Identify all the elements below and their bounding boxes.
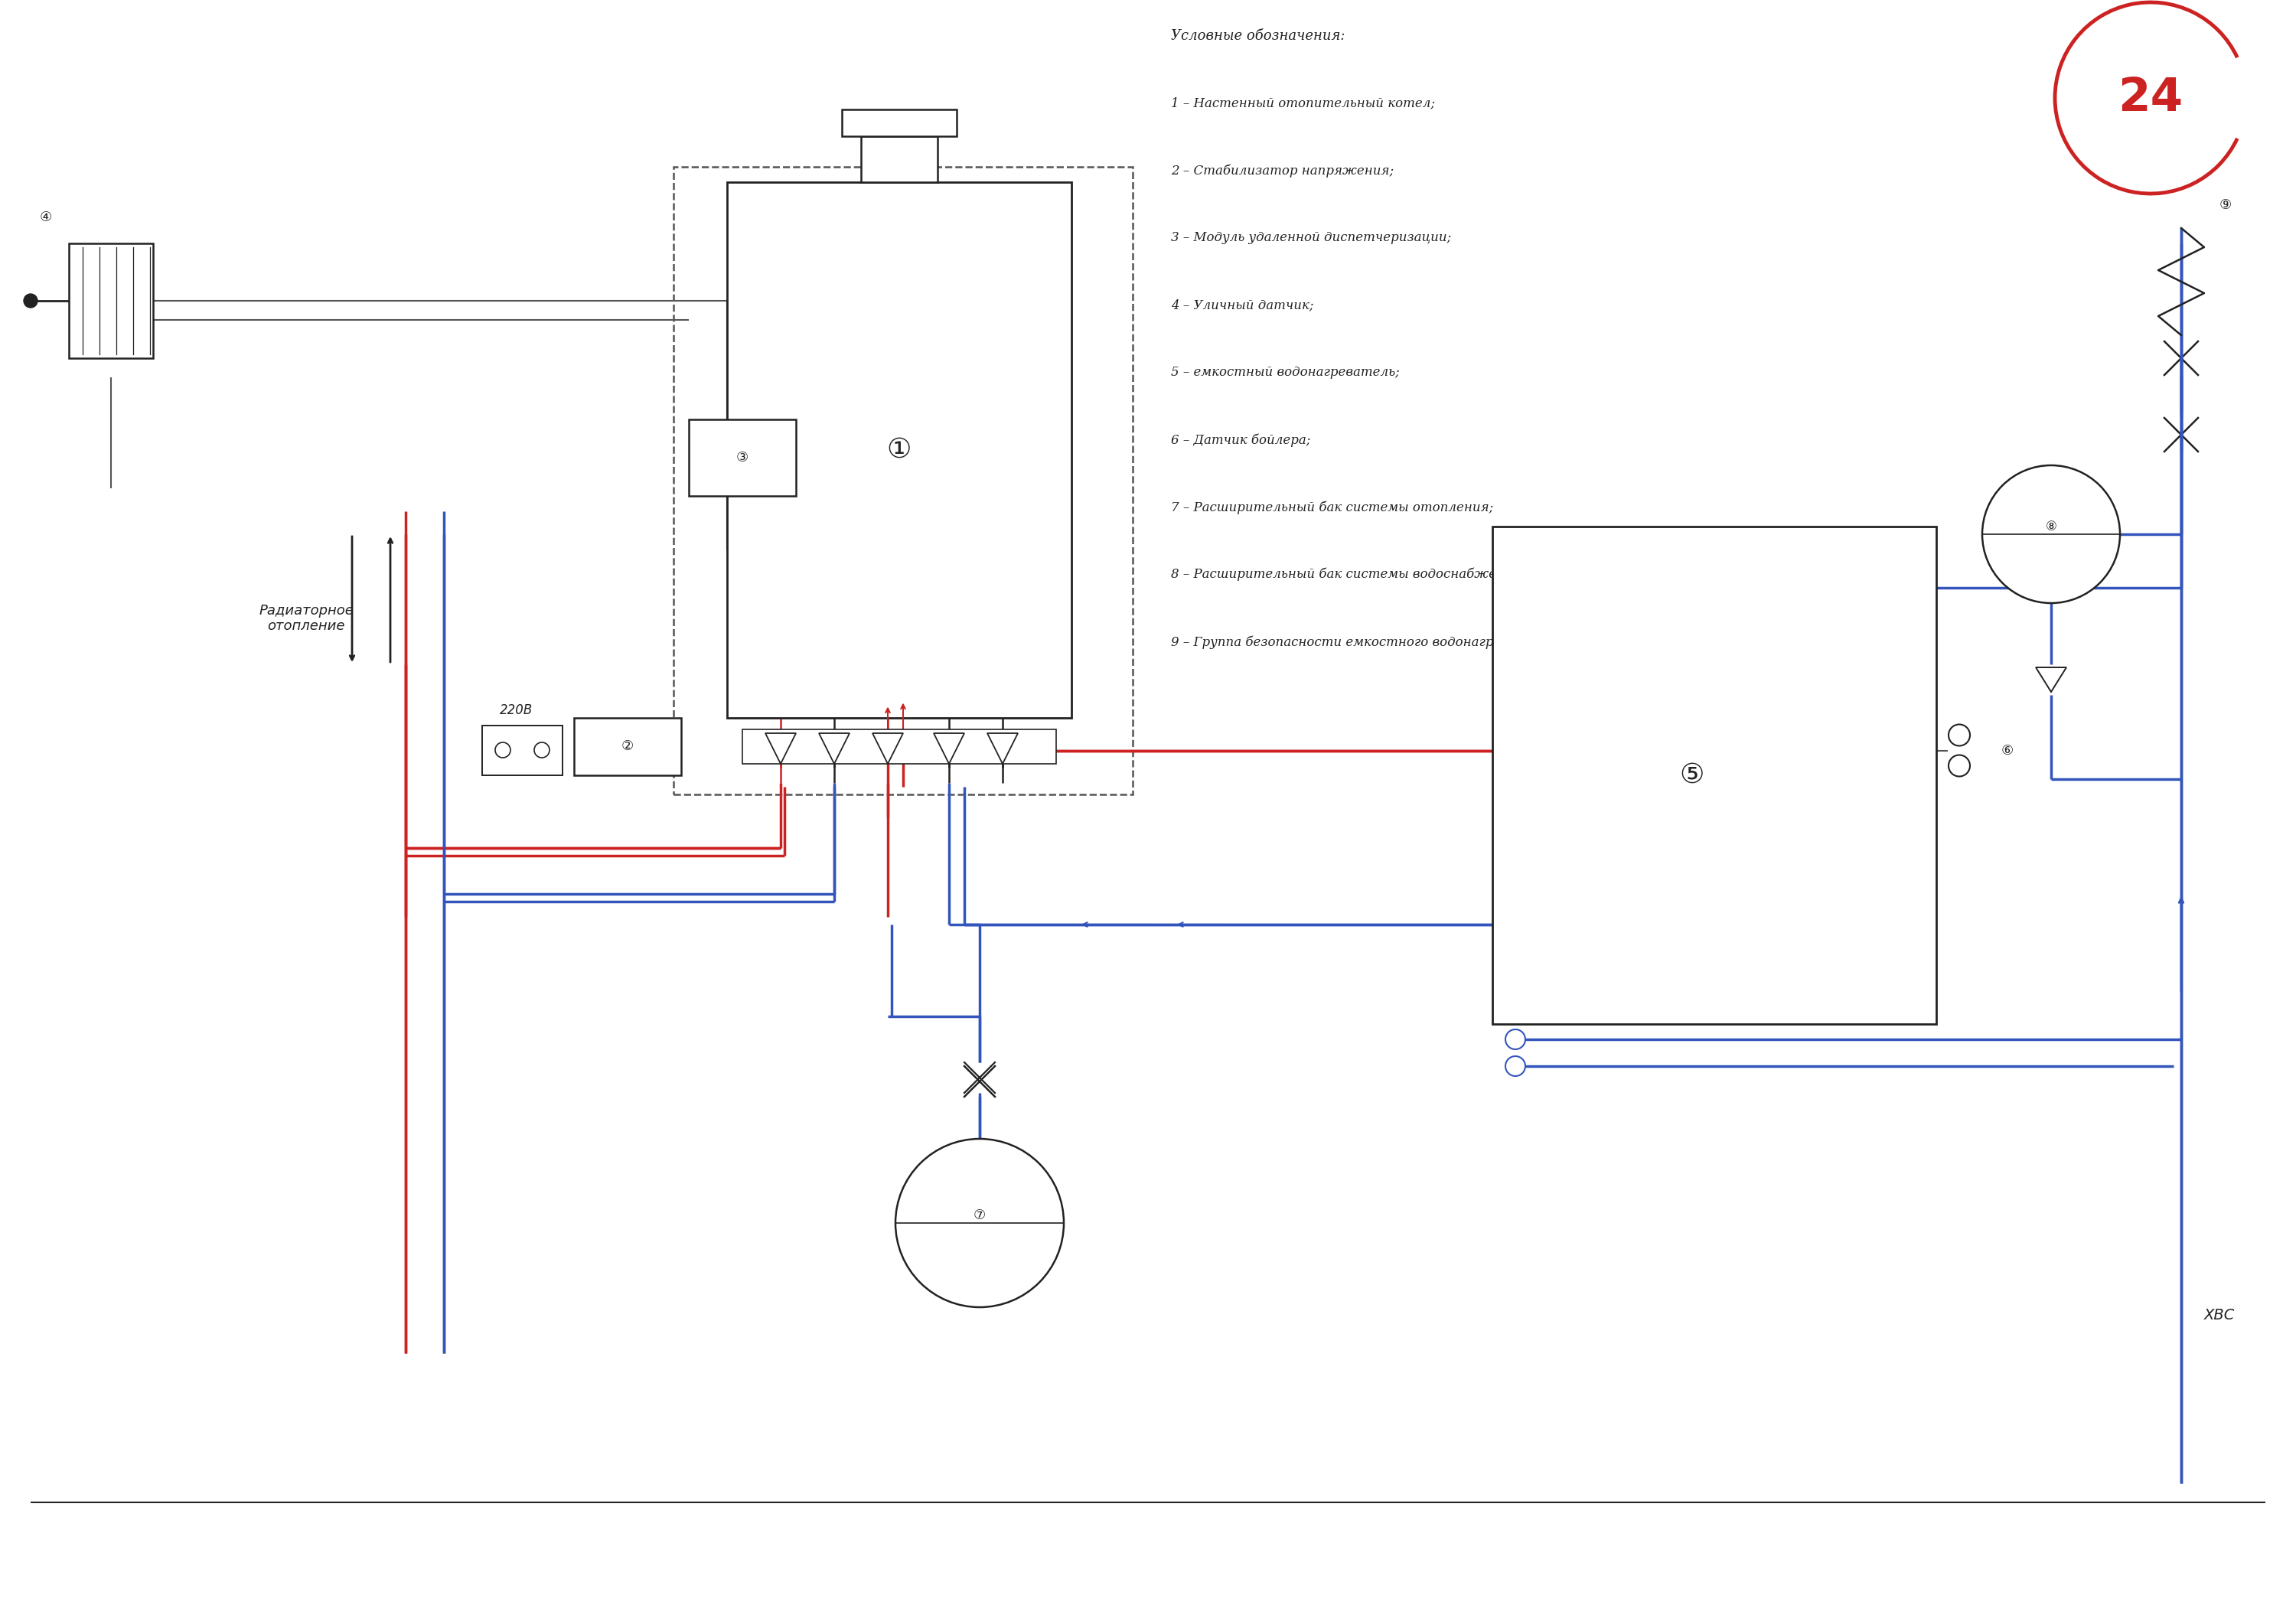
Text: 24: 24 (2117, 76, 2183, 120)
Circle shape (1949, 755, 1970, 776)
Polygon shape (934, 733, 964, 763)
Text: 1 – Настенный отопительный котел;: 1 – Настенный отопительный котел; (1171, 96, 1435, 110)
Bar (574, 718, 682, 775)
Text: ③: ③ (737, 451, 748, 465)
Circle shape (1506, 1029, 1525, 1049)
Circle shape (496, 742, 510, 757)
Polygon shape (820, 733, 850, 763)
Circle shape (535, 742, 549, 757)
Text: ХВС: ХВС (2204, 1308, 2234, 1323)
Bar (1492, 527, 1936, 1024)
Polygon shape (872, 733, 902, 763)
Bar (673, 167, 1132, 794)
Text: 2 – Стабилизатор напряжения;: 2 – Стабилизатор напряжения; (1171, 164, 1394, 177)
Text: ⑦: ⑦ (974, 1209, 985, 1222)
Text: 7 – Расширительный бак системы отопления;: 7 – Расширительный бак системы отопления… (1171, 501, 1492, 514)
Circle shape (895, 1140, 1063, 1307)
Circle shape (1506, 1057, 1525, 1076)
Bar (742, 729, 1056, 763)
Polygon shape (987, 733, 1017, 763)
Text: ⑨: ⑨ (2220, 198, 2232, 212)
Text: ⑧: ⑧ (2046, 520, 2057, 533)
Text: ⑥: ⑥ (2002, 744, 2014, 757)
Bar (728, 182, 1072, 718)
Circle shape (1949, 725, 1970, 746)
Text: ⑤: ⑤ (1681, 762, 1704, 788)
Text: 8 – Расширительный бак системы водоснабжения;: 8 – Расширительный бак системы водоснабж… (1171, 567, 1525, 582)
Bar (69, 243, 154, 358)
Text: ②: ② (622, 739, 634, 754)
Text: 3 – Модуль удаленной диспетчеризации;: 3 – Модуль удаленной диспетчеризации; (1171, 232, 1451, 245)
Polygon shape (2037, 668, 2066, 692)
Bar (689, 420, 797, 496)
Bar (843, 110, 957, 136)
Text: Радиаторное
отопление: Радиаторное отопление (259, 603, 354, 634)
Text: ①: ① (886, 438, 912, 464)
Text: 6 – Датчик бойлера;: 6 – Датчик бойлера; (1171, 433, 1311, 446)
Bar (861, 136, 937, 182)
Text: ④: ④ (39, 211, 53, 224)
Polygon shape (765, 733, 797, 763)
Bar (482, 726, 563, 775)
Circle shape (23, 293, 37, 308)
Circle shape (1981, 465, 2119, 603)
Text: 9 – Группа безопасности емкостного водонагревателя.: 9 – Группа безопасности емкостного водон… (1171, 635, 1557, 648)
Text: 220В: 220В (501, 704, 533, 716)
Text: 4 – Уличный датчик;: 4 – Уличный датчик; (1171, 298, 1313, 311)
Text: Условные обозначения:: Условные обозначения: (1171, 29, 1345, 42)
Text: 5 – емкостный водонагреватель;: 5 – емкостный водонагреватель; (1171, 366, 1401, 379)
